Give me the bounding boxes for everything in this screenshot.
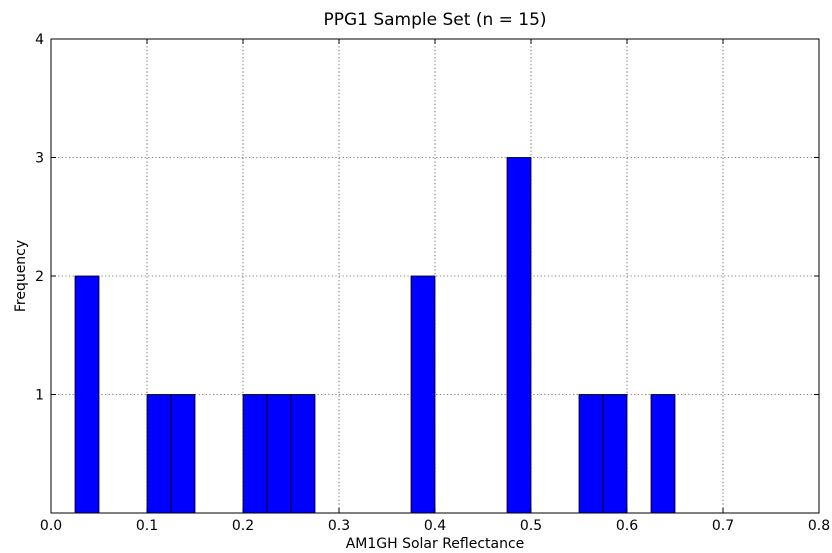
histogram-bar [266,394,292,514]
x-axis-label: AM1GH Solar Reflectance [346,536,525,552]
y-tick-label: 4 [35,32,44,48]
x-tick-label: 0.1 [136,518,158,534]
histogram-bar [290,394,316,514]
bars [74,157,676,514]
x-tick-label: 0.6 [616,518,638,534]
y-tick-label: 1 [35,388,44,404]
x-tick-label: 0.5 [520,518,542,534]
histogram-bar [410,275,436,514]
x-tick-label: 0.3 [328,518,350,534]
axis-ticks [50,38,820,513]
histogram-bar [650,394,676,514]
y-tick-label: 2 [35,269,44,285]
chart-title: PPG1 Sample Set (n = 15) [323,10,546,30]
y-axis-label: Frequency [13,240,29,312]
x-tick-label: 0.0 [40,518,62,534]
histogram-bar [146,394,172,514]
histogram-bar [242,394,268,514]
y-tick-labels: 1 2 3 4 [35,32,44,404]
x-tick-label: 0.2 [232,518,254,534]
histogram-bar [170,394,196,514]
x-tick-label: 0.4 [424,518,446,534]
histogram-bar [602,394,628,514]
histogram-bar [506,157,532,514]
histogram-bar [74,275,100,514]
histogram-bar [578,394,604,514]
x-tick-labels: 0.0 0.1 0.2 0.3 0.4 0.5 0.6 0.7 0.8 [40,518,830,534]
x-tick-label: 0.7 [712,518,734,534]
y-tick-label: 3 [35,151,44,167]
x-tick-label: 0.8 [808,518,830,534]
